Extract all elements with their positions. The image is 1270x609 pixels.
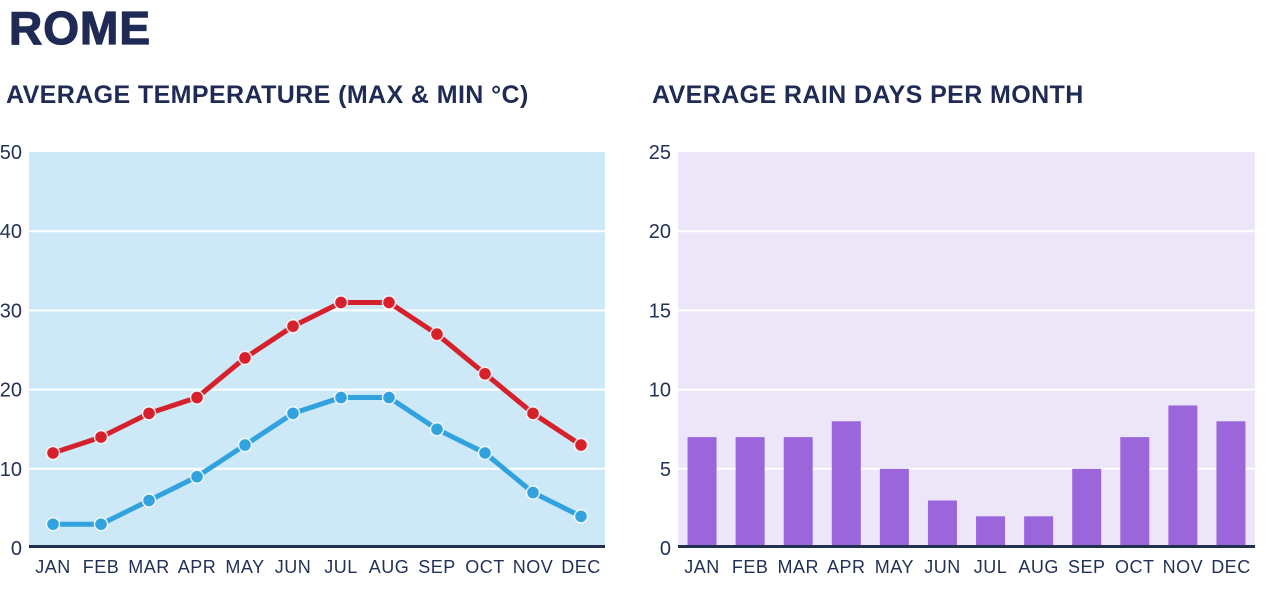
temp-max-point-mar bbox=[141, 406, 157, 421]
temp-max-point-jan bbox=[45, 445, 61, 461]
x-tick-label-jan: JAN bbox=[684, 557, 720, 577]
rain-bar-may bbox=[879, 468, 909, 548]
temp-max-point-feb bbox=[93, 429, 109, 445]
rain-bar-jun bbox=[927, 500, 957, 548]
temp-min-point-oct bbox=[477, 445, 493, 461]
temp-min-point-nov bbox=[525, 485, 541, 500]
temp-min-point-mar bbox=[141, 493, 157, 508]
y-tick-label-5: 5 bbox=[660, 459, 671, 481]
temp-min-point-aug bbox=[381, 390, 397, 405]
rain-bar-jul bbox=[976, 516, 1006, 548]
temp-max-point-may bbox=[237, 350, 253, 366]
y-tick-label-40: 40 bbox=[0, 221, 22, 243]
x-tick-label-nov: NOV bbox=[513, 557, 554, 577]
temp-min-point-may bbox=[237, 437, 253, 453]
x-tick-label-oct: OCT bbox=[1115, 557, 1155, 577]
y-tick-label-25: 25 bbox=[649, 142, 671, 164]
y-tick-label-20: 20 bbox=[649, 221, 671, 243]
x-tick-label-may: MAY bbox=[225, 557, 264, 577]
x-tick-label-jul: JUL bbox=[974, 557, 1008, 577]
temp-min-point-jun bbox=[285, 406, 301, 421]
temp-min-line bbox=[50, 395, 584, 527]
x-tick-label-oct: OCT bbox=[465, 557, 505, 577]
x-tick-label-jun: JUN bbox=[275, 557, 312, 577]
rain-bar-nov bbox=[1168, 405, 1198, 548]
x-tick-label-mar: MAR bbox=[128, 557, 170, 577]
rain-bar-aug bbox=[1024, 516, 1054, 548]
rain-bar-dec bbox=[1216, 421, 1246, 548]
temp-max-point-nov bbox=[525, 406, 541, 421]
x-tick-label-jun: JUN bbox=[924, 557, 961, 577]
temp-max-point-sep bbox=[429, 326, 445, 342]
x-tick-label-jul: JUL bbox=[324, 557, 358, 577]
temp-min-point-jan bbox=[45, 516, 61, 532]
y-tick-label-20: 20 bbox=[0, 380, 22, 402]
y-tick-label-50: 50 bbox=[0, 142, 22, 164]
temp-max-point-jun bbox=[285, 318, 301, 334]
rain-bar-sep bbox=[1072, 468, 1102, 548]
y-tick-label-10: 10 bbox=[0, 459, 22, 481]
temp-max-line bbox=[50, 299, 584, 456]
temp-max-point-dec bbox=[573, 437, 589, 453]
x-tick-label-mar: MAR bbox=[777, 557, 819, 577]
rain-bar-apr bbox=[831, 421, 861, 548]
rain-chart-title: AVERAGE RAIN DAYS PER MONTH bbox=[652, 81, 1084, 109]
y-tick-label-30: 30 bbox=[0, 300, 22, 322]
x-tick-label-apr: APR bbox=[178, 557, 217, 577]
temp-max-point-apr bbox=[189, 390, 205, 405]
x-tick-label-aug: AUG bbox=[369, 557, 410, 577]
x-tick-label-feb: FEB bbox=[732, 557, 769, 577]
y-tick-label-0: 0 bbox=[11, 538, 22, 560]
temp-min-point-feb bbox=[93, 516, 109, 532]
temperature-chart: 0 10 20 30 40 50 JAN FEB MAR APR MAY JUN JUL AUG SEP OC… bbox=[0, 142, 605, 577]
y-tick-label-10: 10 bbox=[649, 380, 671, 402]
x-tick-label-jan: JAN bbox=[35, 557, 71, 577]
rain-chart: 0 5 10 15 20 25 JAN FEB MAR APR MAY JUN JUL AUG SEP OCT… bbox=[649, 142, 1255, 577]
x-tick-label-apr: APR bbox=[827, 557, 866, 577]
temperature-plot-area bbox=[29, 152, 605, 548]
x-tick-label-aug: AUG bbox=[1018, 557, 1059, 577]
x-tick-label-nov: NOV bbox=[1163, 557, 1204, 577]
page-title: ROME bbox=[8, 1, 151, 54]
rain-bar-jan bbox=[687, 437, 717, 548]
temp-max-point-aug bbox=[381, 295, 397, 310]
x-tick-label-sep: SEP bbox=[418, 557, 456, 577]
x-tick-label-dec: DEC bbox=[1211, 557, 1251, 577]
x-tick-label-feb: FEB bbox=[83, 557, 120, 577]
temp-min-point-sep bbox=[429, 421, 445, 437]
temp-min-point-apr bbox=[189, 469, 205, 484]
temp-min-point-dec bbox=[573, 509, 589, 524]
rain-bar-oct bbox=[1120, 437, 1150, 548]
temp-max-point-oct bbox=[477, 366, 493, 382]
y-tick-label-0: 0 bbox=[660, 538, 671, 560]
rain-plot-area bbox=[678, 152, 1255, 548]
rain-bar-mar bbox=[783, 437, 813, 548]
rain-bar-feb bbox=[735, 437, 765, 548]
temperature-chart-title: AVERAGE TEMPERATURE (MAX & MIN °C) bbox=[6, 81, 529, 109]
y-tick-label-15: 15 bbox=[649, 300, 671, 322]
x-tick-label-dec: DEC bbox=[561, 557, 601, 577]
x-tick-label-may: MAY bbox=[875, 557, 914, 577]
x-tick-label-sep: SEP bbox=[1068, 557, 1106, 577]
temp-max-point-jul bbox=[333, 295, 349, 310]
temp-min-point-jul bbox=[333, 390, 349, 405]
